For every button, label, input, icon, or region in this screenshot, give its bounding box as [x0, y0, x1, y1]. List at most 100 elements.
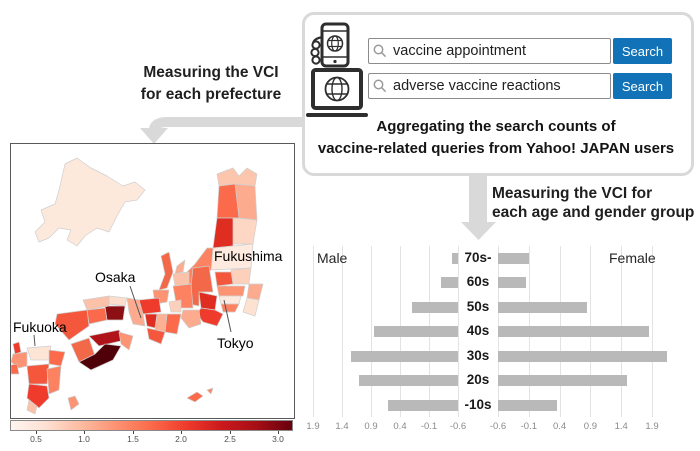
pyramid-bar-female [498, 252, 529, 264]
search-row-1: Search [368, 38, 673, 64]
search-button-2[interactable]: Search [613, 73, 672, 99]
island-shape [67, 395, 80, 411]
right-arrow-label: Measuring the VCI for each age and gende… [492, 184, 697, 222]
left-arrow-label: Measuring the VCI for each prefecture [126, 62, 296, 106]
colorbar-tick [36, 431, 37, 434]
colorbar-tick [84, 431, 85, 434]
island-okinawa [186, 391, 204, 403]
pyramid-axis-tick-label: 1.4 [614, 421, 628, 432]
left-arrow-label-line2: for each prefecture [140, 86, 282, 103]
pyramid-axis-tick-label: -0.6 [489, 421, 507, 432]
pyramid-axis-tick-label: -0.1 [420, 421, 438, 432]
prefecture-shape [214, 271, 234, 287]
pyramid-axis-tick-label: 0.9 [364, 421, 378, 432]
prefecture-osaka [144, 313, 158, 329]
prefecture-shape [242, 297, 260, 317]
colorbar-tick [278, 431, 279, 434]
prefecture-shape [168, 299, 182, 313]
pyramid-age-label: 60s [466, 274, 490, 290]
pyramid-age-label: 20s [466, 372, 490, 388]
pyramid-gridline [458, 246, 459, 417]
colorbar-tick-label: 1.0 [78, 434, 90, 444]
pyramid-bar-female [498, 326, 649, 338]
prefecture-shape [126, 297, 146, 327]
search-input-1[interactable] [368, 38, 611, 64]
pyramid-bar-female [498, 301, 588, 313]
prefecture-shape [180, 309, 202, 329]
pyramid-axis-tick-label: 0.4 [393, 421, 407, 432]
pyramid-bar-male [350, 350, 458, 362]
pyramid-bar-male [411, 301, 458, 313]
pyramid-age-label: 70s- [464, 249, 492, 265]
aggregation-caption: Aggregating the search counts of vaccine… [306, 116, 686, 160]
prefecture-shape [82, 295, 110, 311]
fukuoka-pointer-line [33, 334, 36, 347]
map-colorbar [10, 420, 293, 431]
right-arrow-label-line1: Measuring the VCI for [492, 185, 653, 202]
aggregation-caption-line2: vaccine-related queries from Yahoo! JAPA… [317, 140, 675, 157]
pyramid-female-header: Female [609, 250, 656, 266]
prefecture-hokkaido [34, 157, 146, 247]
pyramid-axis-tick-label: 0.4 [552, 421, 567, 432]
map-label-fukuoka: Fukuoka [13, 319, 67, 335]
prefecture-shape [78, 343, 122, 371]
osaka-pointer-line [129, 285, 142, 319]
map-label-osaka: Osaka [95, 269, 136, 285]
pyramid-age-label: 40s [466, 323, 490, 339]
pyramid-bar-female [498, 277, 526, 289]
pyramid-bar-male [388, 399, 458, 411]
pyramid-axis-tick-label: 1.4 [335, 421, 349, 432]
search-input-2[interactable] [368, 73, 611, 99]
prefecture-shape [216, 183, 240, 219]
prefecture-shape [146, 327, 166, 345]
prefecture-shape [118, 331, 134, 351]
prefecture-shape [158, 251, 174, 291]
pyramid-axis-tick-label: 0.9 [583, 421, 597, 432]
japan-choropleth-map: Fukushima Osaka Tokyo Fukuoka [10, 157, 283, 415]
search-button-1[interactable]: Search [613, 38, 672, 64]
pyramid-age-label: -10s [464, 396, 492, 412]
tokyo-pointer-line [223, 299, 232, 333]
search-row-2: Search [368, 73, 673, 99]
pyramid-axis-tick-label: -0.1 [520, 421, 537, 432]
colorbar-tick-label: 1.5 [127, 434, 139, 444]
pyramid-axis-tick-label: 1.9 [645, 421, 659, 432]
prefecture-shape [174, 259, 186, 275]
prefecture-shape [216, 285, 246, 297]
pyramid-male-header: Male [317, 250, 348, 266]
map-label-tokyo: Tokyo [217, 335, 254, 351]
pyramid-bar-male [440, 277, 458, 289]
pyramid-gridline [652, 246, 653, 417]
prefecture-shape [26, 399, 38, 415]
colorbar-tick [230, 431, 231, 434]
colorbar-tick [181, 431, 182, 434]
pyramid-bar-male [373, 326, 458, 338]
pyramid-age-label: 50s [466, 298, 490, 314]
prefecture-shape [26, 363, 50, 385]
island-shape [10, 363, 20, 375]
pyramid-bar-male [452, 252, 458, 264]
map-label-fukushima: Fukushima [214, 248, 283, 264]
left-arrow-label-line1: Measuring the VCI [143, 64, 279, 81]
pyramid-axis-tick-label: 1.9 [306, 421, 320, 432]
pyramid-axis-tick-label: -0.6 [449, 421, 467, 432]
island-okinawa [206, 387, 214, 395]
aggregation-caption-line1: Aggregating the search counts of [376, 118, 616, 135]
pyramid-bar-male [359, 375, 458, 387]
prefecture-shape [46, 365, 62, 395]
pyramid-bar-female [498, 399, 557, 411]
prefecture-shape [54, 309, 90, 341]
colorbar-tick-label: 0.5 [30, 434, 42, 444]
right-arrow-label-line2: each age and gender group [492, 204, 695, 221]
colorbar-tick [133, 431, 134, 434]
pyramid-bar-female [498, 375, 628, 387]
colorbar-tick-label: 2.0 [175, 434, 187, 444]
prefecture-shape [26, 383, 50, 409]
laptop-globe-icon [306, 68, 368, 117]
pyramid-gridline [371, 246, 372, 417]
pyramid-bar-female [498, 350, 668, 362]
pyramid-gridline [313, 246, 314, 417]
colorbar-tick-label: 3.0 [272, 434, 284, 444]
